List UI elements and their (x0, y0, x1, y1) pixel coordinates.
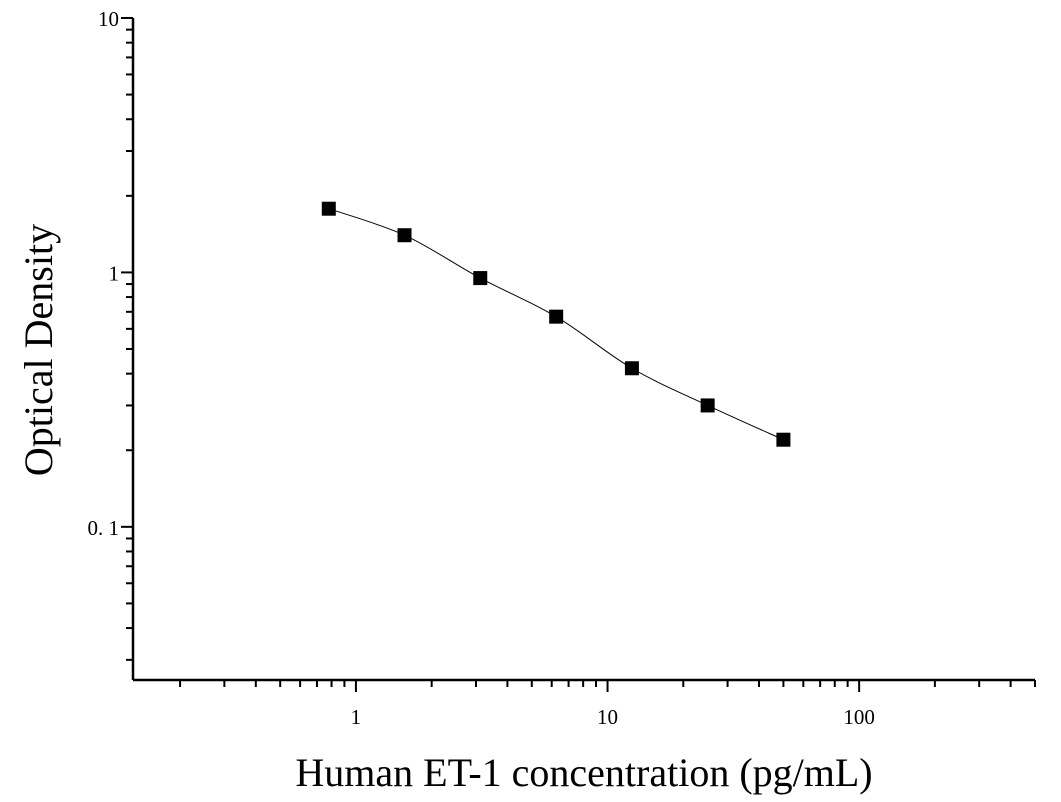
data-point (473, 271, 488, 286)
y-tick-label: 10 (98, 7, 119, 31)
data-point (397, 228, 412, 243)
data-points (321, 201, 791, 447)
data-point (321, 201, 336, 216)
y-tick-label: 0. 1 (88, 516, 120, 540)
fit-curve (328, 208, 784, 441)
data-point (776, 432, 791, 447)
data-point (624, 361, 639, 376)
y-major-ticks (121, 17, 133, 528)
x-major-ticks (354, 680, 861, 692)
x-tick-label: 10 (597, 705, 618, 729)
x-axis-title: Human ET-1 concentration (pg/mL) (295, 750, 872, 795)
data-point (700, 398, 715, 413)
data-point (549, 309, 564, 324)
x-tick-label: 1 (351, 705, 362, 729)
x-tick-label: 100 (843, 705, 875, 729)
y-tick-label: 1 (109, 261, 120, 285)
y-axis-title: Optical Density (16, 224, 61, 476)
